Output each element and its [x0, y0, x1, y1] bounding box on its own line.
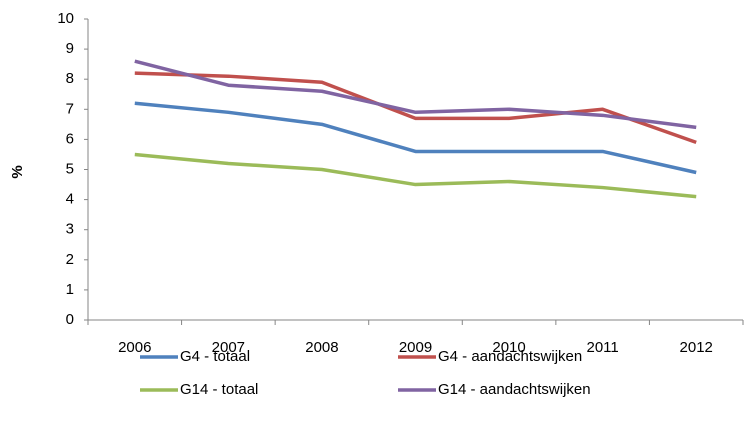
series-line: [134, 59, 697, 130]
legend-label: G4 - totaal: [180, 348, 250, 365]
y-tick-label: 10: [57, 10, 74, 27]
y-tick-label: 4: [66, 191, 74, 208]
y-tick-label: 6: [66, 130, 74, 147]
x-tick-label: 2008: [305, 339, 338, 356]
x-tick-label: 2010: [492, 339, 525, 356]
legend-label: G14 - totaal: [180, 381, 258, 398]
y-tick-label: 1: [66, 281, 74, 298]
series-line: [134, 101, 697, 175]
legend-label: G14 - aandachtswijken: [438, 381, 591, 398]
y-axis-label: %: [9, 165, 26, 178]
x-tick-label: 2012: [680, 339, 713, 356]
x-tick-label: 2011: [587, 339, 619, 356]
y-tick-label: 8: [66, 70, 74, 87]
y-tick-label: 3: [66, 221, 74, 238]
series-line: [134, 71, 697, 145]
x-tick-label: 2007: [212, 339, 245, 356]
x-tick-label: 2009: [399, 339, 432, 356]
legend-label: G4 - aandachtswijken: [438, 348, 582, 365]
y-tick-label: 5: [66, 160, 74, 177]
x-tick-label: 2006: [118, 339, 151, 356]
y-tick-label: 7: [66, 100, 74, 117]
y-tick-label: 0: [66, 311, 74, 328]
y-tick-label: 9: [66, 40, 74, 57]
series-line: [134, 152, 697, 199]
y-tick-label: 2: [66, 251, 74, 268]
